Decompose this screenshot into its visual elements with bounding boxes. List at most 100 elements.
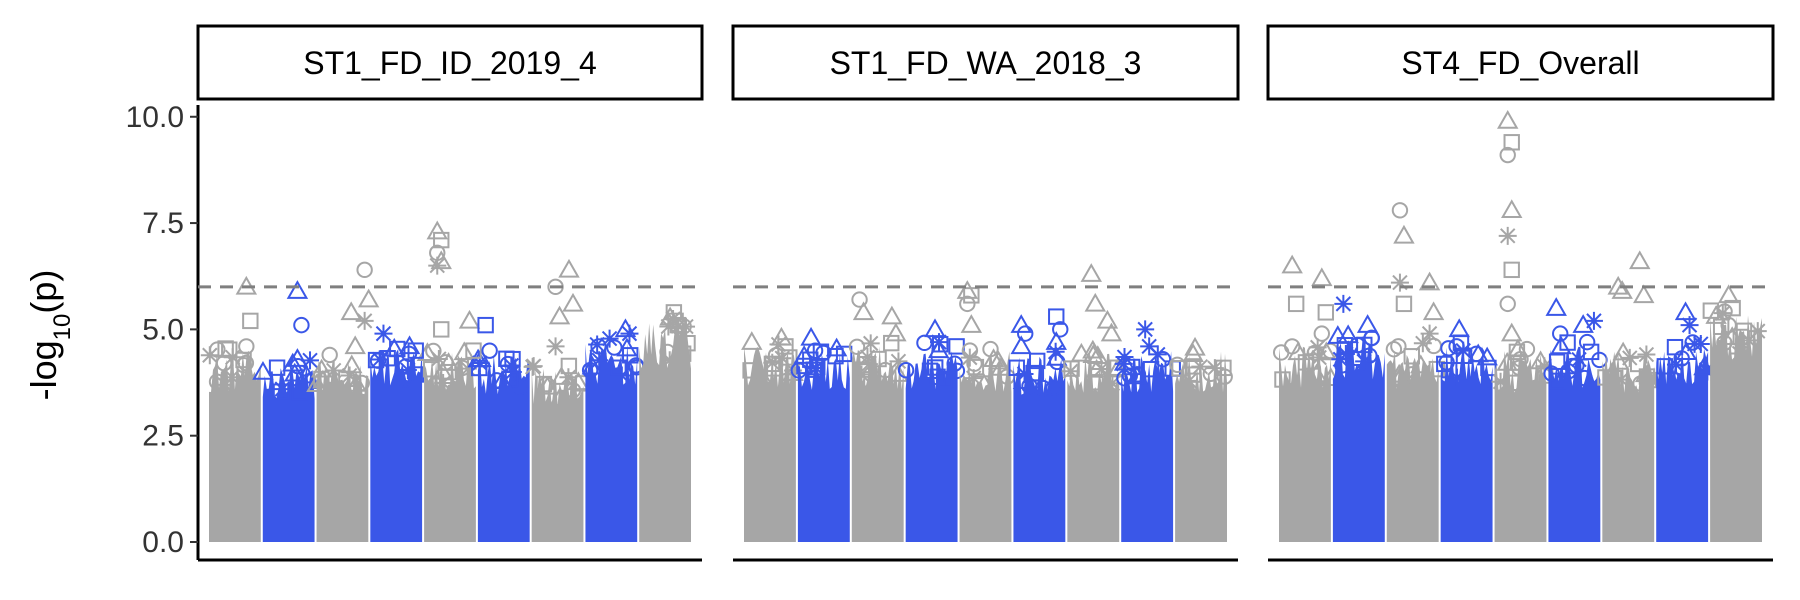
snp-point xyxy=(963,287,980,304)
snp-point xyxy=(665,304,683,321)
chromosome-6 xyxy=(467,348,530,542)
snp-point xyxy=(1716,334,1733,352)
snp-point xyxy=(1184,366,1202,383)
snp-point xyxy=(1287,295,1305,313)
snp-point xyxy=(883,334,900,352)
snp-point xyxy=(885,322,907,342)
snp-cloud xyxy=(1121,351,1174,542)
snp-point xyxy=(1422,301,1445,321)
snp-point xyxy=(1656,358,1674,375)
snp-point xyxy=(345,372,368,392)
snp-point xyxy=(770,326,793,346)
snp-point xyxy=(273,380,292,399)
snp-point xyxy=(1582,343,1600,361)
snp-point xyxy=(1305,363,1328,383)
snp-point xyxy=(340,366,359,385)
snp-cloud xyxy=(370,346,423,542)
chromosome-2 xyxy=(790,337,853,542)
snp-point xyxy=(1735,322,1753,339)
snp-point xyxy=(948,362,966,380)
snp-point xyxy=(1505,374,1522,392)
chromosome-1 xyxy=(1272,338,1342,542)
snp-point xyxy=(200,346,219,365)
panel-1: ST1_FD_ID_2019_4 xyxy=(196,24,704,562)
y-axis-title: -log10(p) xyxy=(23,270,76,401)
snp-point xyxy=(301,351,320,370)
snp-point xyxy=(1543,365,1560,382)
snp-point xyxy=(1633,284,1655,304)
snp-point xyxy=(1691,334,1710,353)
snp-point xyxy=(1317,304,1335,321)
snp-point xyxy=(859,355,878,374)
snp-point xyxy=(852,365,871,384)
snp-cloud xyxy=(1013,356,1066,542)
snp-cloud xyxy=(1279,346,1331,542)
snp-cloud xyxy=(1656,346,1709,542)
snp-point xyxy=(1550,335,1572,355)
snp-point xyxy=(800,326,822,346)
snp-point xyxy=(1126,365,1148,385)
snp-point xyxy=(546,337,565,356)
snp-point xyxy=(924,318,946,338)
snp-point xyxy=(1052,321,1069,338)
snp-point xyxy=(750,365,773,385)
strip-box xyxy=(731,24,1240,101)
snp-point xyxy=(948,338,965,355)
snp-point xyxy=(291,384,309,401)
y-tick-label: 7.5 xyxy=(142,207,184,240)
snp-point xyxy=(1283,338,1301,355)
snp-point xyxy=(784,361,803,380)
snp-point xyxy=(235,356,252,374)
snp-cloud xyxy=(639,323,691,542)
y-axis: 0.0 2.5 5.0 7.5 10.0 xyxy=(126,101,200,560)
snp-point xyxy=(1010,314,1032,333)
snp-point xyxy=(237,354,255,372)
snp-point xyxy=(397,371,414,388)
snp-point xyxy=(1508,343,1526,361)
snp-point xyxy=(916,334,933,352)
snp-point xyxy=(1584,311,1603,330)
snp-point xyxy=(1385,341,1403,358)
chromosome-3 xyxy=(848,334,909,542)
snp-point xyxy=(286,280,309,299)
snp-point xyxy=(742,362,759,379)
snp-point xyxy=(458,359,477,378)
snp-point xyxy=(357,288,380,308)
snp-point xyxy=(481,342,498,359)
snp-point xyxy=(1169,356,1186,373)
snp-point xyxy=(1311,267,1333,287)
snp-point xyxy=(1391,202,1409,219)
snp-point xyxy=(1724,299,1741,317)
snp-point xyxy=(660,351,679,370)
snp-point xyxy=(1363,329,1380,347)
snp-point xyxy=(356,261,373,279)
snp-point xyxy=(741,331,763,350)
strip-label: ST1_FD_WA_2018_3 xyxy=(830,45,1142,81)
snp-point xyxy=(1640,371,1657,389)
snp-point xyxy=(669,316,687,334)
snp-point xyxy=(1629,250,1651,270)
snp-point xyxy=(491,370,513,390)
snp-point xyxy=(1140,337,1159,356)
snp-point xyxy=(1395,295,1413,313)
snp-point xyxy=(242,312,259,330)
snp-point xyxy=(1308,338,1327,357)
snp-point xyxy=(454,359,471,377)
snp-point xyxy=(1313,325,1331,342)
snp-point xyxy=(306,373,328,393)
snp-point xyxy=(1500,199,1523,219)
snp-point xyxy=(1184,336,1206,356)
snp-point xyxy=(1115,348,1134,367)
snp-point xyxy=(1103,374,1122,393)
snp-point xyxy=(1010,335,1032,355)
snp-point xyxy=(1503,261,1520,279)
chromosome-9 xyxy=(1702,302,1767,542)
snp-point xyxy=(504,350,521,368)
snp-point xyxy=(1552,325,1569,342)
snp-point xyxy=(538,376,555,393)
snp-point xyxy=(1498,226,1517,245)
snp-point xyxy=(562,292,584,312)
snp-point xyxy=(927,359,944,376)
snp-point xyxy=(1202,365,1220,382)
snp-point xyxy=(966,355,983,372)
